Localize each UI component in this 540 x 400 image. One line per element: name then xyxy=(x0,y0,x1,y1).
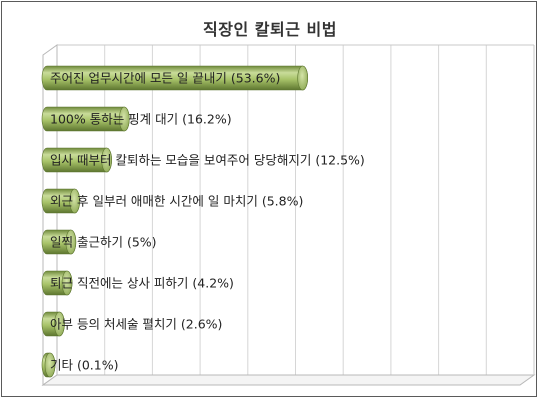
bar-end-cap xyxy=(101,147,112,173)
bar-group: 주어진 업무시간에 모든 일 끝내기 (53.6%) xyxy=(41,65,308,91)
bar-label: 외근 후 일부러 애매한 시간에 일 마치기 (5.8%) xyxy=(50,194,303,209)
bar-end-cap xyxy=(61,270,73,296)
bar-label: 주어진 업무시간에 모든 일 끝내기 (53.6%) xyxy=(50,71,280,86)
bar-label: 기타 (0.1%) xyxy=(50,358,118,373)
bar-label: 퇴근 직전에는 상사 피하기 (4.2%) xyxy=(50,276,234,291)
bar-label: 아부 등의 처세술 펼치기 (2.6%) xyxy=(50,317,222,332)
bar-end-cap xyxy=(44,352,56,378)
bar-group: 일찍 출근하기 (5%) xyxy=(41,229,157,255)
bar-end-cap xyxy=(54,311,65,337)
bar-group: 아부 등의 처세술 펼치기 (2.6%) xyxy=(41,311,222,337)
bar-end-cap xyxy=(69,188,80,214)
chart-axis-walls xyxy=(41,44,536,386)
bar-group: 외근 후 일부러 애매한 시간에 일 마치기 (5.8%) xyxy=(41,188,303,214)
bar-label: 100% 통하는 핑계 대기 (16.2%) xyxy=(50,112,232,127)
bar-end-cap xyxy=(65,229,77,255)
bar-group: 기타 (0.1%) xyxy=(41,352,118,378)
bar-group: 퇴근 직전에는 상사 피하기 (4.2%) xyxy=(41,270,234,296)
bar-end-cap xyxy=(297,65,308,91)
bar-group: 100% 통하는 핑계 대기 (16.2%) xyxy=(41,106,232,132)
chart-title: 직장인 칼퇴근 비법 xyxy=(203,20,337,39)
bar-end-cap xyxy=(118,106,130,132)
bar-label: 일찍 출근하기 (5%) xyxy=(50,235,157,250)
axis-floor xyxy=(41,374,536,386)
bar-group: 입사 때부터 칼퇴하는 모습을 보여주어 당당해지기 (12.5%) xyxy=(41,147,365,173)
bar-label: 입사 때부터 칼퇴하는 모습을 보여주어 당당해지기 (12.5%) xyxy=(50,153,365,168)
chart-bars: 주어진 업무시간에 모든 일 끝내기 (53.6%) 100% 통하는 핑계 대기… xyxy=(41,65,365,378)
